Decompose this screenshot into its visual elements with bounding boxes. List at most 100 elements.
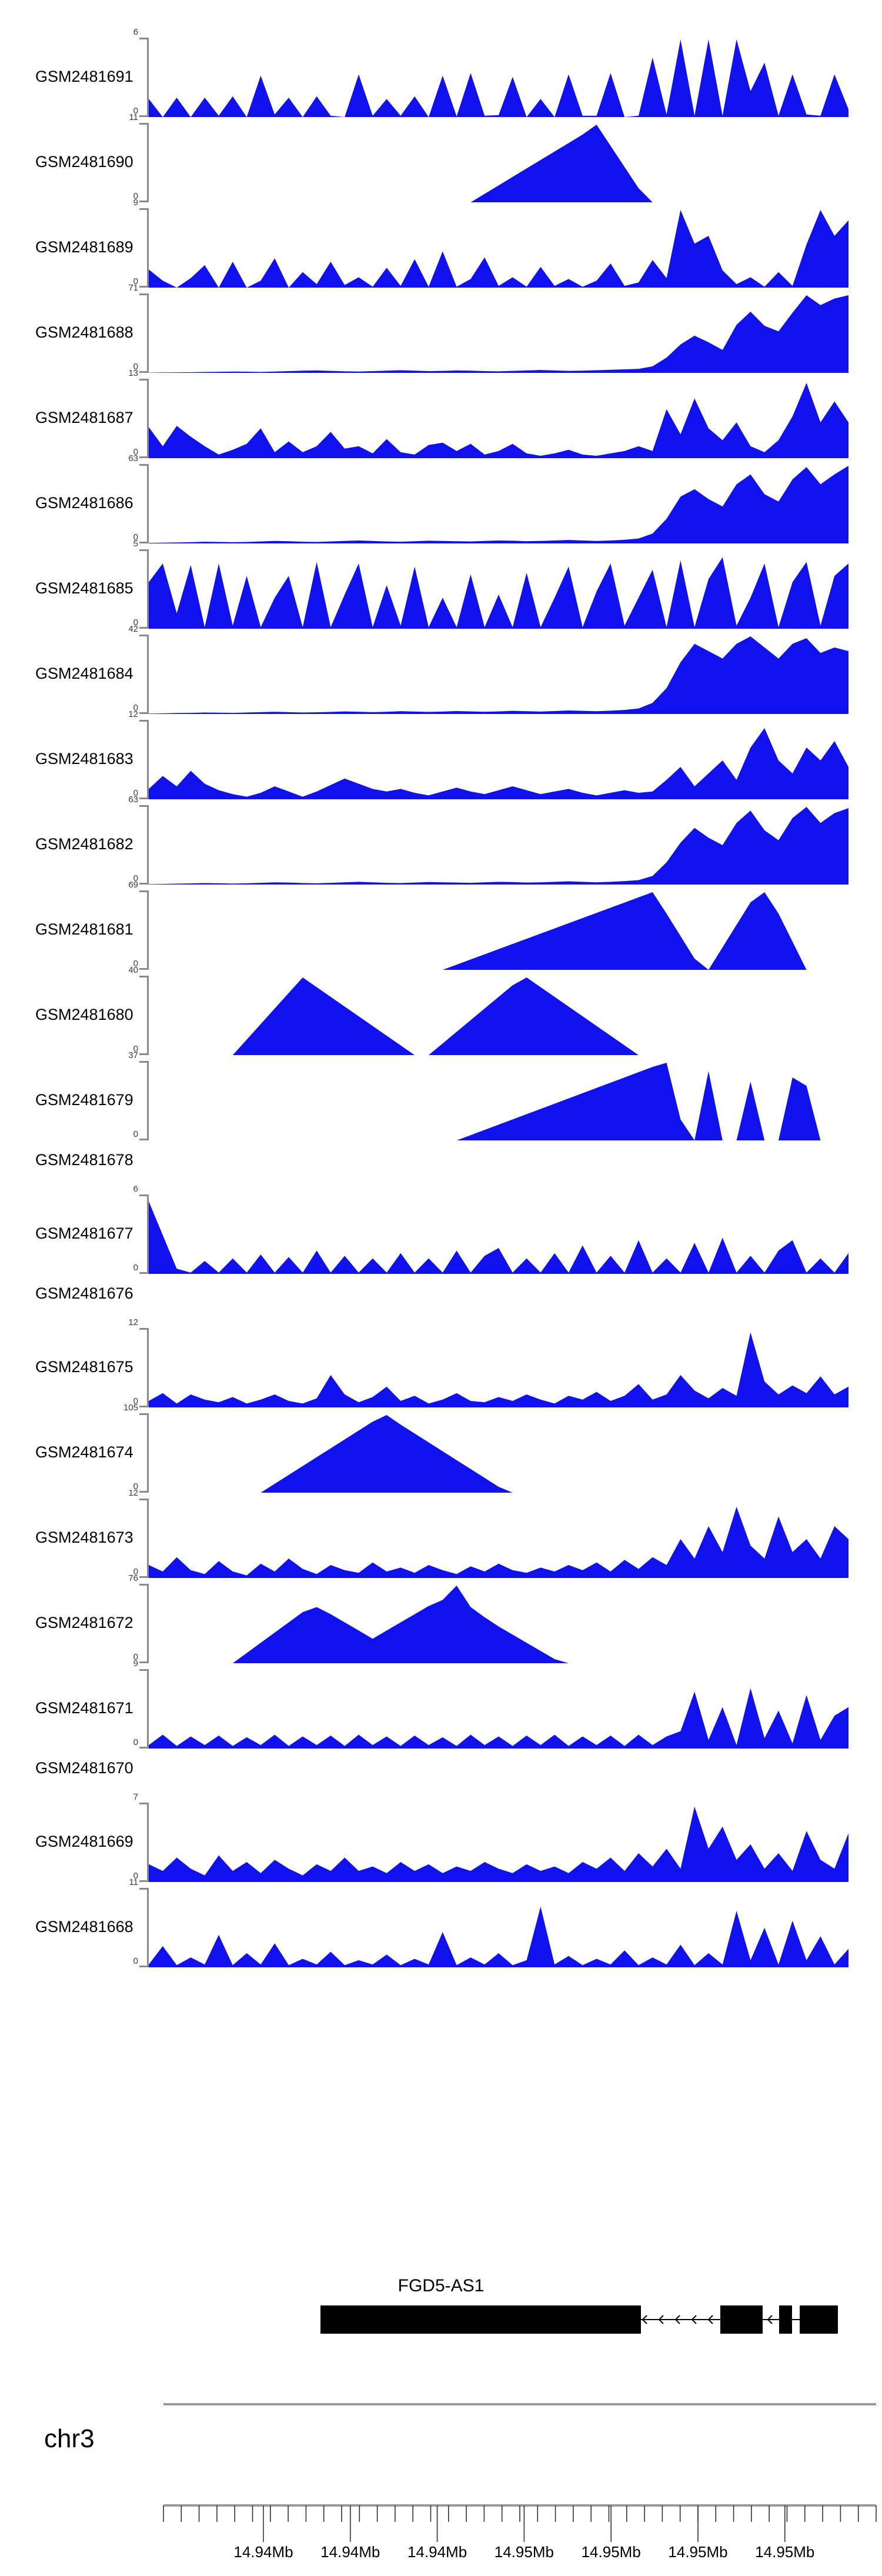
y-axis-tick (139, 549, 148, 551)
track-label: GSM2481686 (35, 493, 133, 512)
coverage-track: GSM2481685 5 0 (0, 539, 882, 632)
y-axis-value: 11 (129, 112, 138, 122)
y-axis-tick (139, 720, 148, 722)
svg-text:14.95Mb: 14.95Mb (582, 2543, 641, 2561)
coverage-track: GSM2481682 63 0 (0, 795, 882, 888)
y-axis-tick (139, 976, 148, 977)
y-axis-value: 0 (133, 788, 138, 798)
svg-text:14.95Mb: 14.95Mb (668, 2543, 727, 2561)
y-axis-line (147, 208, 149, 288)
coverage-track: GSM2481679 37 0 (0, 1050, 882, 1144)
y-axis-value: 0 (133, 1129, 138, 1139)
coverage-area (149, 123, 848, 202)
y-axis-value: 42 (128, 624, 138, 634)
coverage-track: GSM2481669 7 0 (0, 1792, 882, 1886)
y-axis-value: 63 (128, 453, 138, 463)
y-axis-line (147, 379, 149, 458)
y-axis: 63 0 (128, 453, 149, 543)
y-axis: 37 0 (128, 1050, 149, 1140)
coverage-area (149, 1194, 848, 1274)
y-axis-tick (139, 208, 148, 210)
coverage-area (149, 38, 848, 117)
coverage-track: GSM2481668 11 0 (0, 1877, 882, 1971)
coverage-track: GSM2481671 9 0 (0, 1659, 882, 1752)
coverage-track: GSM2481690 11 0 (0, 112, 882, 206)
track-label: GSM2481674 (35, 1443, 133, 1461)
y-axis-tick (139, 1661, 148, 1663)
y-axis-tick (139, 798, 148, 799)
y-axis-tick (139, 805, 148, 807)
y-axis-line (147, 1413, 149, 1493)
track-label: GSM2481678 (35, 1151, 133, 1169)
coverage-track: GSM2481686 63 0 (0, 453, 882, 547)
y-axis: 11 0 (129, 1877, 149, 1967)
y-axis-value: 0 (133, 362, 138, 372)
track-label: GSM2481685 (35, 579, 133, 597)
track-label: GSM2481679 (35, 1090, 133, 1109)
y-axis: 12 0 (128, 709, 149, 799)
y-axis-line (147, 1669, 149, 1749)
coverage-track: GSM2481675 12 0 (0, 1317, 882, 1411)
y-axis-tick (139, 1061, 148, 1063)
y-axis-tick (139, 635, 148, 636)
coverage-track: GSM2481673 12 0 (0, 1488, 882, 1581)
y-axis-line (147, 1584, 149, 1663)
coverage-area (149, 1413, 848, 1493)
y-axis-value: 7 (133, 1792, 138, 1802)
y-axis-value: 63 (128, 795, 138, 805)
coverage-track: GSM2481670 (0, 1752, 882, 1787)
y-axis-line (147, 464, 149, 543)
track-label: GSM2481682 (35, 835, 133, 853)
track-label: GSM2481673 (35, 1528, 133, 1546)
y-axis-tick (139, 115, 148, 117)
coverage-track: GSM2481689 9 0 (0, 198, 882, 291)
track-label: GSM2481684 (35, 664, 133, 682)
y-axis-value: 13 (128, 368, 138, 378)
y-axis-tick (139, 1888, 148, 1890)
y-axis-tick (139, 1406, 148, 1407)
y-axis-tick (139, 968, 148, 970)
y-axis-value: 0 (133, 1956, 138, 1966)
y-axis-tick (139, 379, 148, 381)
coverage-track: GSM2481674 105 0 (0, 1403, 882, 1496)
y-axis-tick (139, 1272, 148, 1274)
y-axis-line (147, 890, 149, 970)
y-axis-value: 0 (133, 1737, 138, 1747)
track-label: GSM2481677 (35, 1224, 133, 1242)
coverage-track: GSM2481688 71 0 (0, 283, 882, 376)
y-axis-line (147, 635, 149, 714)
y-axis-value: 0 (133, 1396, 138, 1406)
y-axis-value: 5 (133, 539, 138, 549)
gene-name-label: FGD5-AS1 (397, 2276, 485, 2295)
y-axis-value: 12 (128, 709, 138, 719)
y-axis-tick (139, 293, 148, 295)
coverage-track: GSM2481691 6 0 (0, 27, 882, 121)
y-axis-tick (139, 1491, 148, 1493)
y-axis-tick (139, 371, 148, 373)
y-axis-value: 0 (133, 447, 138, 457)
y-axis-value: 12 (128, 1317, 138, 1327)
svg-text:14.94Mb: 14.94Mb (407, 2543, 467, 2561)
y-axis-tick (139, 542, 148, 543)
y-axis-tick (139, 1499, 148, 1500)
y-axis-value: 105 (123, 1403, 138, 1413)
y-axis: 63 0 (128, 795, 149, 885)
svg-text:14.95Mb: 14.95Mb (755, 2543, 814, 2561)
y-axis-value: 0 (133, 106, 138, 116)
y-axis-tick (139, 1880, 148, 1882)
coverage-area (149, 976, 848, 1055)
y-axis-value: 40 (128, 965, 138, 975)
track-label: GSM2481675 (35, 1357, 133, 1376)
track-label: GSM2481671 (35, 1699, 133, 1717)
y-axis-tick (139, 286, 148, 288)
y-axis-tick (139, 201, 148, 202)
y-axis-value: 0 (133, 1652, 138, 1662)
y-axis-line (147, 123, 149, 202)
y-axis-tick (139, 627, 148, 629)
y-axis-value: 0 (133, 276, 138, 286)
y-axis-tick (139, 1053, 148, 1055)
y-axis-value: 0 (133, 873, 138, 883)
